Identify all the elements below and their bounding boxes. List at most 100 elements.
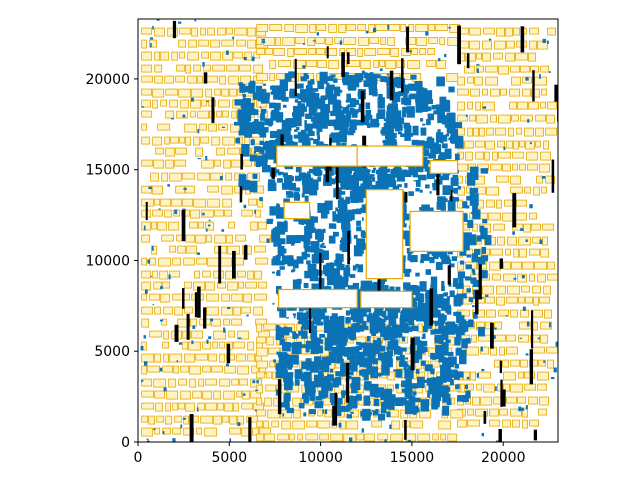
blue-point <box>357 265 360 267</box>
cell-box <box>529 248 540 256</box>
cell-box <box>289 433 296 441</box>
blue-point <box>429 256 435 264</box>
blue-point <box>348 371 354 376</box>
blue-point <box>388 350 392 353</box>
cell-box <box>147 365 161 373</box>
blue-point <box>308 393 310 397</box>
cell-box <box>529 212 537 220</box>
blue-point <box>441 280 445 286</box>
blue-point <box>345 110 352 118</box>
cell-box <box>447 433 458 442</box>
cell-box <box>535 127 544 137</box>
cell-box <box>202 365 212 373</box>
cell-box <box>305 433 319 441</box>
cell-box <box>524 186 531 194</box>
cell-box <box>206 234 213 243</box>
blue-point <box>332 272 341 282</box>
blue-point <box>263 142 268 147</box>
blue-point <box>294 187 300 192</box>
blue-point <box>527 119 530 123</box>
blue-point <box>394 124 401 132</box>
cell-box <box>494 321 502 330</box>
blue-point <box>422 141 431 148</box>
blue-point <box>159 367 163 372</box>
blue-point <box>296 83 304 89</box>
blue-point <box>351 380 358 385</box>
blue-point <box>371 177 376 182</box>
blue-point <box>462 394 469 403</box>
blue-point <box>246 314 249 317</box>
blue-point <box>324 200 333 211</box>
blue-point <box>342 230 352 238</box>
blue-point <box>149 37 154 40</box>
cell-box <box>177 245 187 254</box>
cell-box <box>253 306 264 316</box>
cell-box <box>221 39 235 47</box>
blue-point <box>481 297 484 299</box>
blue-point <box>437 196 446 202</box>
blue-point <box>525 405 528 410</box>
blue-point <box>395 286 401 294</box>
cell-box <box>390 48 400 57</box>
blue-point <box>444 148 452 160</box>
blue-point <box>357 264 364 273</box>
blue-point <box>348 127 353 132</box>
cell-box <box>233 402 240 412</box>
macro-block <box>409 210 464 252</box>
blue-point <box>146 438 149 441</box>
blue-point <box>347 400 357 409</box>
cell-box <box>360 60 372 69</box>
blue-point <box>310 92 316 99</box>
blue-point <box>335 100 342 111</box>
blue-point <box>339 40 343 45</box>
cell-box <box>475 408 488 417</box>
cell-box <box>540 151 551 161</box>
cell-box <box>513 248 519 258</box>
black-mark <box>346 362 350 403</box>
blue-point <box>353 172 361 182</box>
cell-box <box>256 347 269 357</box>
cell-box <box>529 273 535 282</box>
blue-point <box>282 104 287 108</box>
blue-point <box>253 119 259 125</box>
cell-box <box>141 378 153 387</box>
cell-box <box>218 99 231 108</box>
blue-point <box>480 168 489 174</box>
cell-box <box>205 281 216 291</box>
blue-point <box>269 102 276 109</box>
blue-point <box>392 167 402 177</box>
blue-point <box>473 311 478 319</box>
cell-box <box>373 60 380 68</box>
cell-box <box>237 415 245 425</box>
black-mark <box>436 161 440 196</box>
blue-point <box>368 115 371 120</box>
blue-point <box>471 268 475 273</box>
blue-point <box>447 200 456 213</box>
blue-point <box>432 294 438 302</box>
macro-block <box>429 160 459 174</box>
blue-point <box>405 268 412 273</box>
cell-box <box>170 136 180 144</box>
cell-box <box>256 433 265 442</box>
blue-point <box>442 251 446 256</box>
blue-point <box>229 438 232 442</box>
blue-point <box>270 91 274 95</box>
blue-point <box>354 302 364 313</box>
blue-point <box>368 353 376 364</box>
blue-point <box>384 76 392 83</box>
blue-point <box>298 132 307 143</box>
cell-box <box>465 52 476 62</box>
cell-box <box>346 48 357 56</box>
blue-point <box>329 398 334 403</box>
cell-box <box>319 433 330 441</box>
blue-point <box>442 405 450 416</box>
blue-point <box>448 129 453 134</box>
cell-box <box>187 51 200 61</box>
cell-box <box>224 209 233 217</box>
cell-box <box>536 175 543 184</box>
blue-point <box>283 248 287 254</box>
cell-box <box>377 48 391 55</box>
cell-box <box>256 24 269 32</box>
blue-point <box>403 365 407 371</box>
blue-point <box>255 128 262 134</box>
